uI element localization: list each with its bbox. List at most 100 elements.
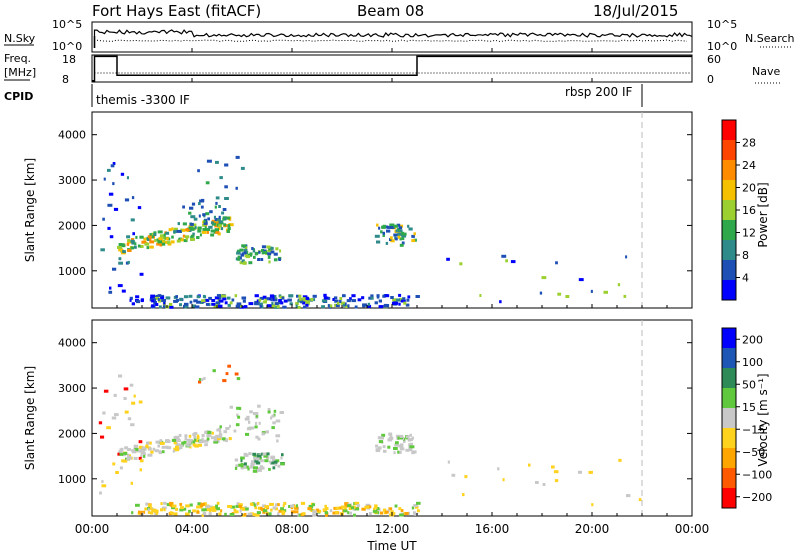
range-gate-cell: [159, 243, 163, 247]
range-gate-cell: [272, 421, 276, 425]
range-gate-cell: [127, 260, 130, 264]
y-tick-label: 2000: [58, 427, 86, 440]
nsearch-tick-top: 10^5: [707, 18, 737, 31]
range-gate-cell: [399, 447, 405, 451]
range-gate-cell: [184, 434, 188, 438]
range-gate-cell: [278, 301, 281, 305]
range-gate-cell: [180, 238, 184, 242]
range-gate-cell: [354, 507, 360, 511]
range-gate-cell: [146, 246, 150, 250]
range-gate-cell: [464, 475, 468, 479]
nsky-tick-bottom: 10^0: [52, 40, 82, 53]
range-gate-cell: [140, 451, 146, 455]
range-gate-cell: [179, 303, 182, 307]
range-gate-cell: [252, 412, 258, 415]
range-gate-cell: [179, 508, 184, 512]
time-xlabel: Time UT: [366, 539, 417, 553]
range-gate-cell: [388, 507, 393, 511]
range-gate-cell: [204, 443, 208, 447]
range-gate-cell: [157, 240, 163, 244]
range-gate-cell: [374, 234, 380, 238]
range-gate-cell: [281, 512, 285, 516]
range-gate-cell: [387, 225, 392, 229]
range-gate-cell: [175, 445, 178, 449]
range-gate-cell: [382, 294, 386, 298]
range-gate-cell: [208, 512, 212, 516]
range-gate-cell: [273, 460, 278, 464]
range-gate-cell: [204, 298, 210, 302]
range-gate-cell: [267, 252, 272, 256]
range-gate-cell: [237, 415, 241, 419]
range-gate-cell: [404, 512, 409, 515]
range-gate-cell: [269, 246, 274, 250]
range-gate-cell: [249, 426, 255, 430]
range-gate-cell: [263, 251, 268, 254]
range-gate-cell: [150, 450, 154, 454]
range-gate-cell: [197, 229, 202, 233]
range-gate-cell: [126, 235, 131, 239]
range-gate-cell: [183, 295, 189, 299]
range-gate-cell: [541, 276, 547, 280]
range-gate-cell: [342, 303, 346, 307]
range-gate-cell: [215, 196, 220, 200]
range-gate-cell: [208, 303, 211, 307]
range-gate-cell: [288, 294, 294, 298]
range-gate-cell: [322, 508, 327, 512]
range-gate-cell: [250, 460, 255, 464]
range-gate-cell: [403, 301, 407, 305]
range-gate-cell: [192, 443, 197, 447]
range-gate-cell: [167, 296, 171, 300]
range-gate-cell: [259, 296, 264, 300]
range-gate-cell: [265, 430, 269, 434]
range-gate-cell: [390, 239, 395, 243]
range-gate-cell: [376, 223, 379, 227]
range-gate-cell: [390, 510, 394, 514]
range-gate-cell: [398, 235, 401, 239]
range-gate-cell: [277, 464, 281, 468]
range-gate-cell: [378, 226, 381, 230]
range-gate-cell: [298, 294, 302, 298]
range-gate-cell: [166, 445, 169, 449]
range-gate-cell: [204, 430, 207, 434]
range-gate-cell: [272, 304, 276, 308]
range-gate-cell: [451, 473, 456, 477]
range-gate-cell: [376, 295, 380, 299]
range-gate-cell: [196, 300, 201, 304]
colorbar-segment: [722, 388, 736, 409]
power-colorbar: 4 8 12 16 20 24 28: [721, 119, 756, 301]
range-gate-cell: [235, 186, 238, 190]
range-gate-cell: [240, 466, 244, 470]
colorbar-segment: [722, 160, 736, 181]
range-gate-cell: [188, 434, 192, 438]
range-gate-cell: [258, 421, 261, 425]
range-gate-cell: [168, 302, 173, 306]
freq-panel-frame: [91, 54, 693, 83]
range-gate-cell: [165, 231, 170, 235]
range-gate-cell: [127, 240, 131, 244]
range-gate-cell: [147, 508, 150, 512]
range-gate-cell: [253, 503, 256, 507]
range-gate-cell: [363, 303, 367, 307]
range-gate-cell: [130, 240, 134, 243]
velocity-panel-frame: [91, 319, 693, 517]
range-gate-cell: [124, 446, 129, 450]
range-gate-cell: [196, 236, 200, 239]
range-gate-cell: [107, 203, 113, 207]
range-gate-cell: [395, 441, 399, 445]
range-gate-cell: [214, 296, 219, 300]
range-gate-cell: [324, 511, 328, 515]
range-gate-cell: [413, 512, 419, 516]
range-gate-cell: [335, 304, 340, 307]
range-gate-cell: [135, 295, 140, 299]
range-gate-cell: [215, 201, 218, 205]
range-gate-cell: [338, 506, 343, 510]
range-gate-cell: [399, 434, 404, 438]
range-gate-cell: [395, 434, 401, 438]
range-gate-cell: [217, 296, 222, 300]
range-gate-cell: [348, 507, 353, 510]
range-gate-cell: [347, 504, 351, 508]
range-gate-cell: [367, 302, 371, 306]
colorbar-tick-label: 8: [742, 249, 749, 262]
colorbar-segment: [722, 140, 736, 161]
range-gate-cell: [289, 302, 293, 306]
